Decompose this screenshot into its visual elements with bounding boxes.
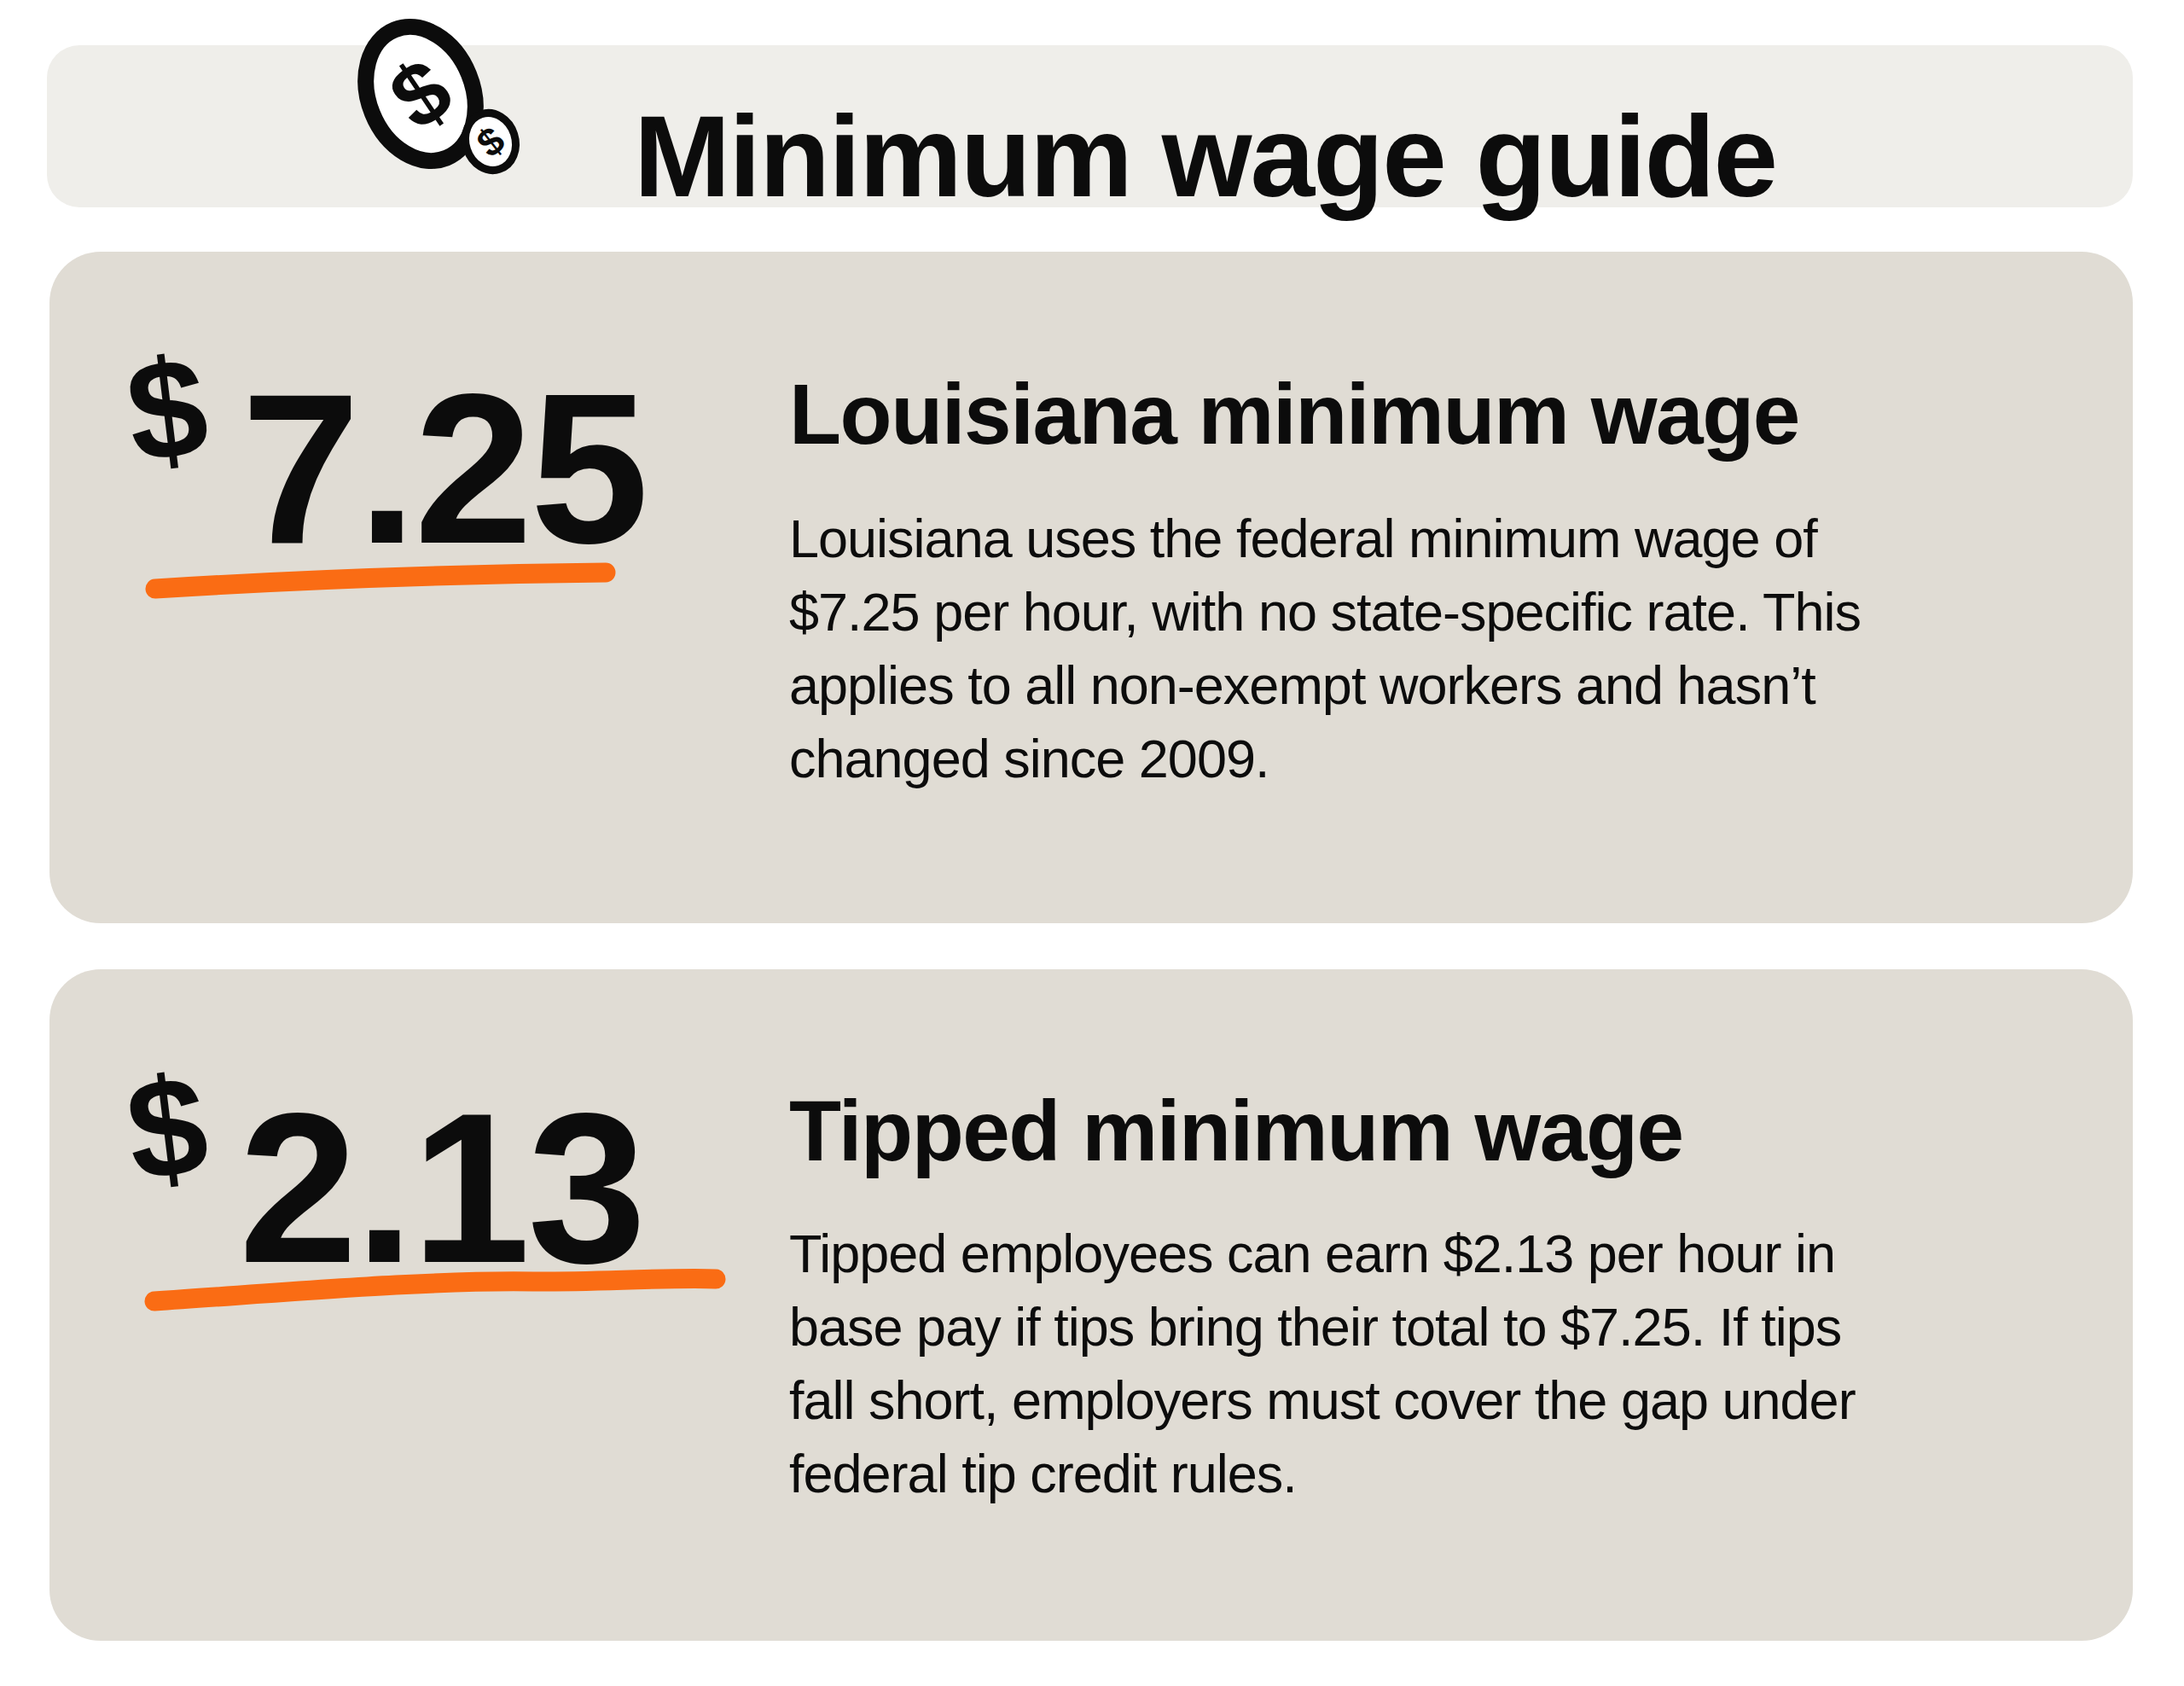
card-body-text: Louisiana uses the federal minimum wage … bbox=[789, 502, 2129, 795]
minimum-wage-guide-page: Minimum wage guide $ $ $ 7.25 Louisiana … bbox=[0, 0, 2184, 1686]
orange-underline-icon bbox=[141, 1261, 738, 1316]
card-body-text: Tipped employees can earn $2.13 per hour… bbox=[789, 1217, 2129, 1510]
dollar-coin-small-icon: $ bbox=[450, 101, 531, 183]
orange-underline-icon bbox=[141, 555, 636, 606]
card-heading: Tipped minimum wage bbox=[789, 1088, 1683, 1173]
card-heading: Louisiana minimum wage bbox=[789, 371, 1799, 456]
wage-amount: 7.25 bbox=[241, 363, 647, 576]
page-title: Minimum wage guide bbox=[634, 98, 1776, 214]
